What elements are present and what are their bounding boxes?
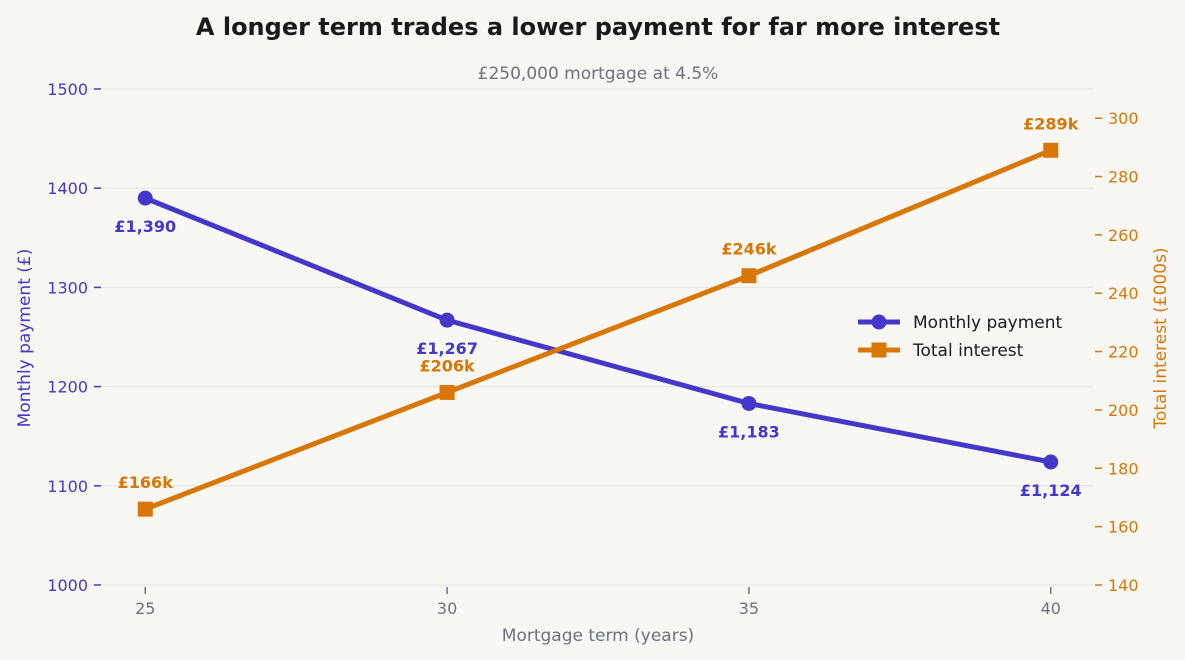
x-axis-label: Mortgage term (years) [502, 626, 694, 646]
y-axis-right-label: Total interest (£000s) [1151, 247, 1171, 429]
y-right-tick-label-260: 260 [1108, 226, 1139, 245]
data-label-total-interest-35: £246k [721, 240, 777, 259]
data-point-monthly-payment-25 [137, 190, 153, 206]
chart-title: A longer term trades a lower payment for… [196, 13, 1000, 41]
x-tick-label-30: 30 [437, 599, 457, 618]
y-left-tick-label-1400: 1400 [47, 179, 88, 198]
y-right-tick-label-200: 200 [1108, 401, 1139, 420]
legend-marker-monthly-payment [871, 314, 887, 330]
legend: Monthly payment Total interest [858, 313, 1063, 361]
data-point-monthly-payment-30 [439, 312, 455, 328]
x-axis: 25 30 35 40 [135, 587, 1061, 618]
legend-label-monthly-payment: Monthly payment [913, 313, 1063, 333]
y-axis-left-label: Monthly payment (£) [15, 249, 35, 428]
series-layer: £1,390 £1,267 £1,183 £1,124 £166k £206k £246k £… [114, 114, 1082, 517]
data-point-monthly-payment-40 [1043, 454, 1059, 470]
gridlines [103, 88, 1093, 586]
y-left-tick-label-1200: 1200 [47, 378, 88, 397]
data-point-monthly-payment-35 [741, 395, 757, 411]
data-point-total-interest-25 [137, 501, 153, 517]
y-right-tick-label-140: 140 [1108, 576, 1139, 595]
left-axis: 1000 1100 1200 1300 1400 1500 [47, 80, 101, 595]
legend-label-total-interest: Total interest [912, 341, 1024, 361]
y-right-tick-label-300: 300 [1108, 109, 1139, 128]
x-tick-label-35: 35 [739, 599, 759, 618]
data-label-monthly-payment-40: £1,124 [1020, 481, 1082, 500]
legend-marker-total-interest [871, 342, 887, 358]
y-left-tick-label-1300: 1300 [47, 278, 88, 297]
data-label-monthly-payment-30: £1,267 [416, 339, 478, 358]
y-right-tick-label-220: 220 [1108, 343, 1139, 362]
data-label-total-interest-25: £166k [118, 473, 174, 492]
y-right-tick-label-180: 180 [1108, 459, 1139, 478]
x-tick-label-25: 25 [135, 599, 155, 618]
data-label-total-interest-30: £206k [419, 356, 475, 375]
y-right-tick-label-240: 240 [1108, 284, 1139, 303]
x-tick-label-40: 40 [1041, 599, 1061, 618]
y-right-tick-label-160: 160 [1108, 518, 1139, 537]
chart-subtitle: £250,000 mortgage at 4.5% [478, 64, 719, 84]
y-left-tick-label-1500: 1500 [47, 80, 88, 99]
data-label-total-interest-40: £289k [1023, 114, 1079, 133]
right-axis: 140 160 180 200 220 240 260 280 300 [1095, 109, 1139, 595]
data-label-monthly-payment-35: £1,183 [718, 422, 780, 441]
data-point-total-interest-35 [741, 268, 757, 284]
data-point-total-interest-30 [439, 384, 455, 400]
y-right-tick-label-280: 280 [1108, 168, 1139, 187]
y-left-tick-label-1100: 1100 [47, 477, 88, 496]
data-label-monthly-payment-25: £1,390 [114, 217, 176, 236]
y-left-tick-label-1000: 1000 [47, 576, 88, 595]
series-line-total-interest [142, 147, 1054, 512]
series-line-monthly-payment [142, 195, 1054, 465]
data-point-total-interest-40 [1043, 142, 1059, 158]
